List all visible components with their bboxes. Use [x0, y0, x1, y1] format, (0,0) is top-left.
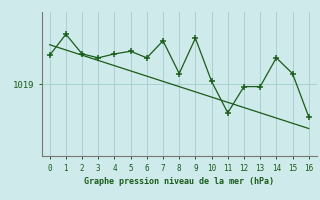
X-axis label: Graphe pression niveau de la mer (hPa): Graphe pression niveau de la mer (hPa) — [84, 177, 274, 186]
